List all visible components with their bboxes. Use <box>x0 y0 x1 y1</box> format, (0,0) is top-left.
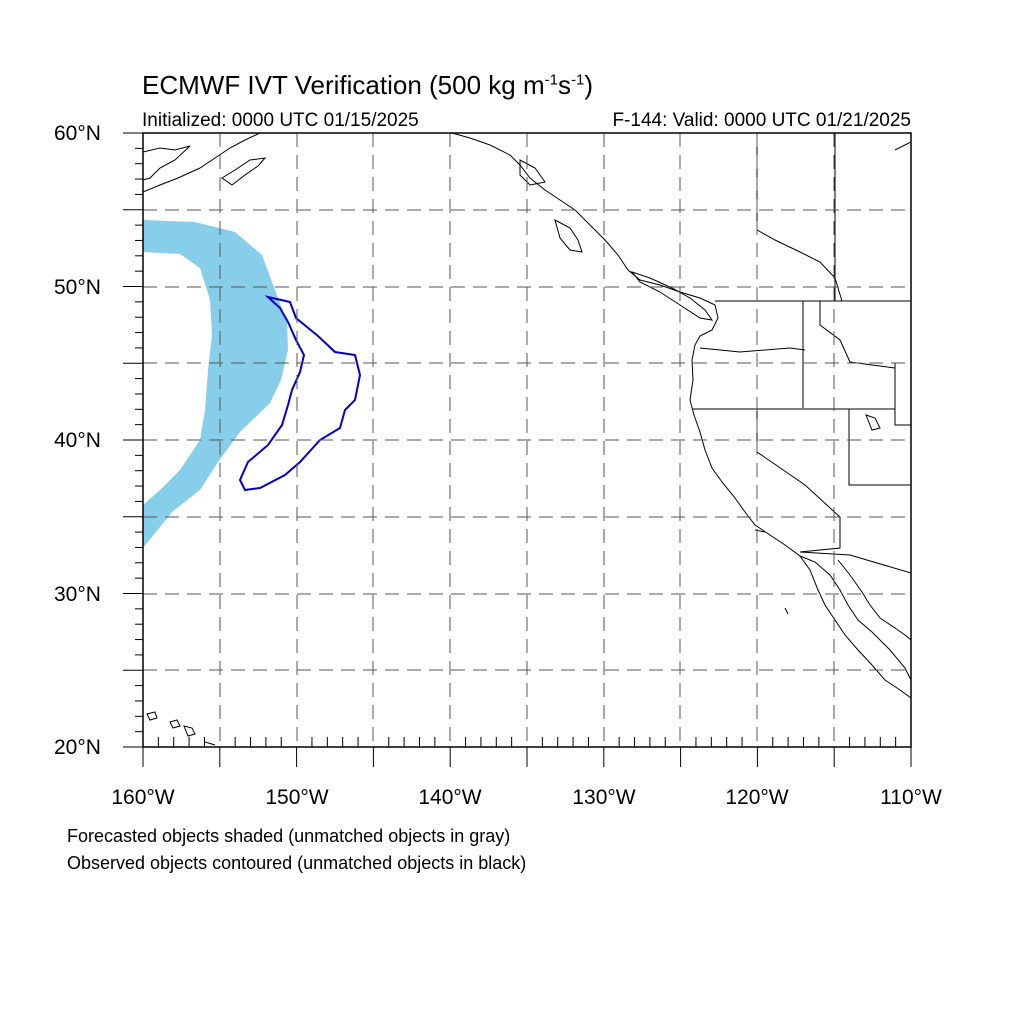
legend-note-observed: Observed objects contoured (unmatched ob… <box>67 853 527 873</box>
map-title: ECMWF IVT Verification (500 kg m-1s-1) <box>142 70 593 100</box>
coastlines <box>143 133 911 746</box>
legend-note-forecast: Forecasted objects shaded (unmatched obj… <box>67 826 511 846</box>
lat-label-30n: 30°N <box>54 583 101 606</box>
lon-label-110w: 110°W <box>880 786 942 809</box>
valid-time: F-144: Valid: 0000 UTC 01/21/2025 <box>612 110 911 131</box>
observed-object-contour <box>238 295 362 492</box>
lon-label-140w: 140°W <box>418 786 482 809</box>
lon-label-150w: 150°W <box>265 786 329 809</box>
lat-label-60n: 60°N <box>54 122 101 145</box>
lon-label-160w: 160°W <box>111 786 175 809</box>
initialized-time: Initialized: 0000 UTC 01/15/2025 <box>142 110 419 131</box>
graticule <box>143 133 911 747</box>
axis-ticks <box>123 132 912 767</box>
forecast-object <box>143 220 288 548</box>
lon-label-130w: 130°W <box>572 786 636 809</box>
lat-label-40n: 40°N <box>54 429 101 452</box>
lon-label-120w: 120°W <box>725 786 789 809</box>
lat-label-50n: 50°N <box>54 276 101 299</box>
lat-label-20n: 20°N <box>54 736 101 759</box>
